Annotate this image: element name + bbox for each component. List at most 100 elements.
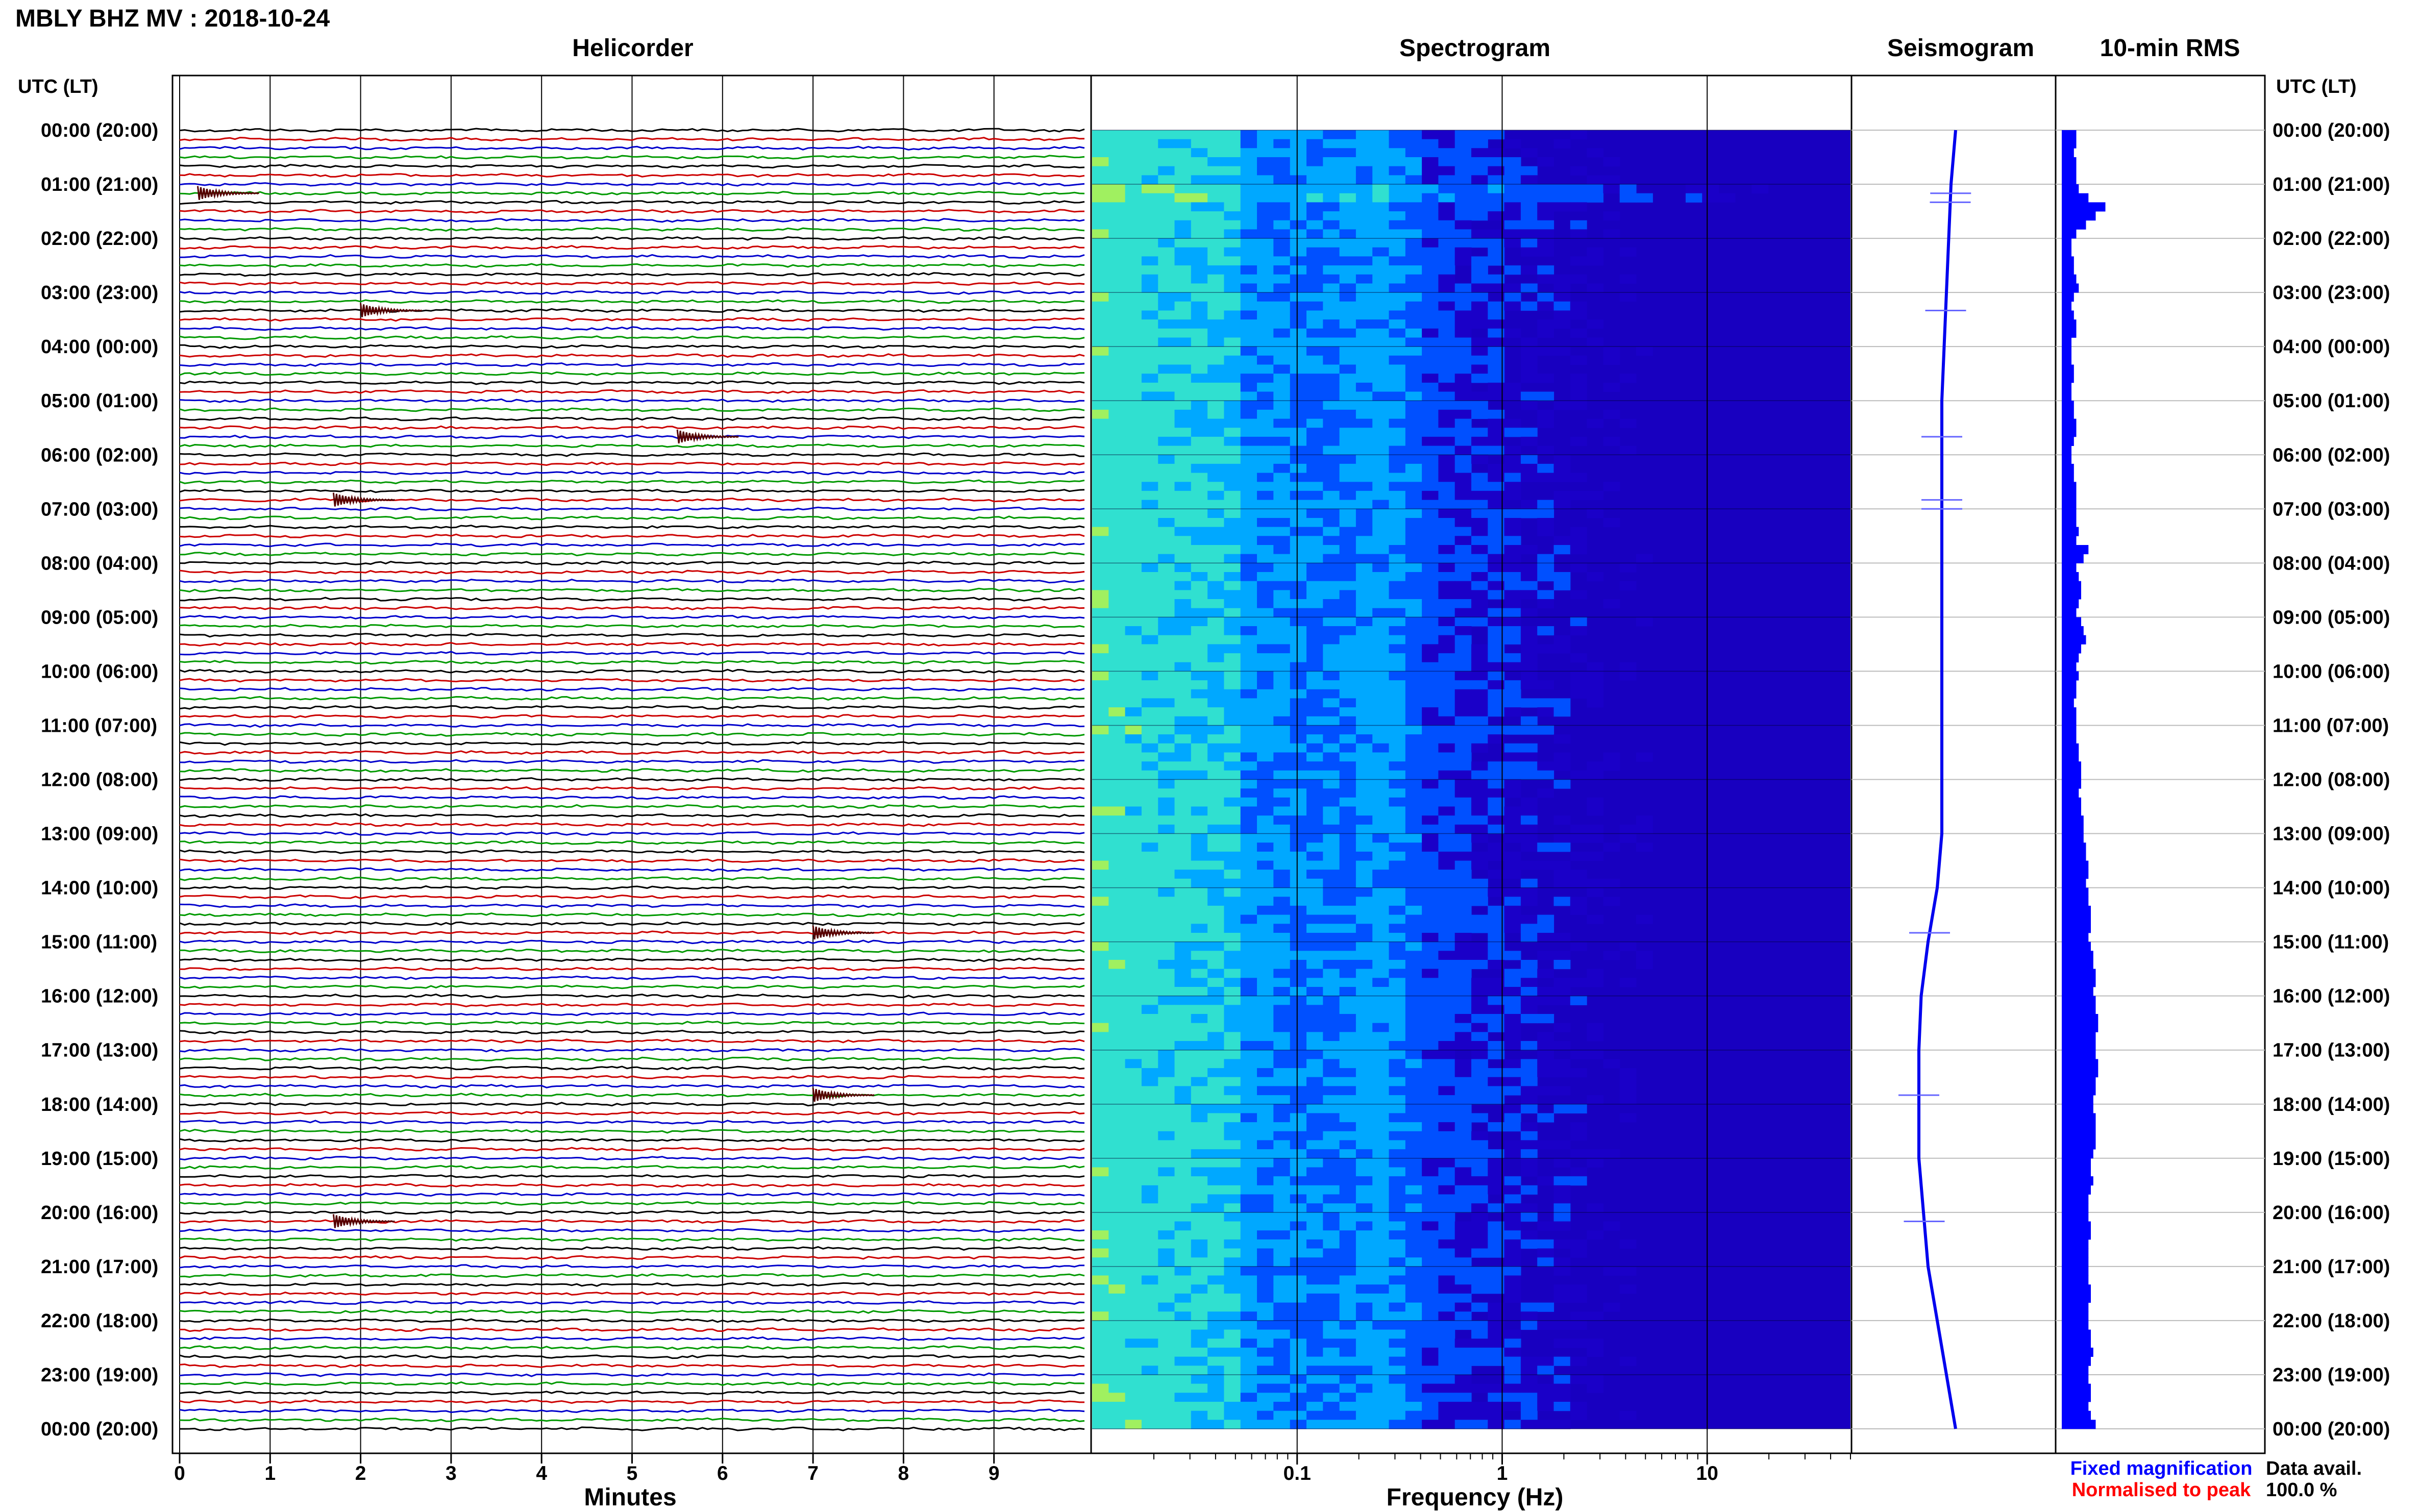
- spectrogram-cell: [1488, 130, 1505, 140]
- spectrogram-cell: [1587, 797, 1603, 807]
- spectrogram-cell: [1454, 1239, 1472, 1249]
- spectrogram-cell: [1323, 716, 1340, 726]
- spectrogram-cell: [1306, 1212, 1323, 1222]
- spectrogram-cell: [1207, 202, 1224, 212]
- spectrogram-cell: [1273, 797, 1291, 807]
- spectrogram-cell: [1537, 292, 1554, 302]
- rms-bar: [2062, 518, 2077, 528]
- spectrogram-cell: [1108, 978, 1126, 987]
- spectrogram-cell: [1553, 1023, 1571, 1032]
- spectrogram-cell: [1454, 797, 1472, 807]
- spectrogram-cell: [1158, 1023, 1175, 1032]
- spectrogram-cell: [1488, 1167, 1505, 1177]
- spectrogram-cell: [1323, 1212, 1340, 1222]
- spectrogram-cell: [1108, 1131, 1126, 1141]
- spectrogram-cell: [1158, 166, 1175, 176]
- spectrogram-cell: [1306, 716, 1323, 726]
- spectrogram-cell: [1174, 1095, 1192, 1105]
- spectrogram-cell: [1488, 1266, 1505, 1276]
- spectrogram-cell: [1240, 1302, 1257, 1312]
- spectrogram-cell: [1207, 689, 1224, 699]
- spectrogram-cell: [1570, 1375, 1587, 1384]
- spectrogram-cell: [1355, 283, 1373, 293]
- spectrogram-cell: [1372, 996, 1390, 1005]
- spectrogram-cell: [1553, 283, 1571, 293]
- spectrogram-cell: [1537, 220, 1554, 230]
- spectrogram-cell: [1438, 743, 1455, 753]
- spectrogram-cell: [1141, 1041, 1158, 1051]
- spectrogram-cell: [1454, 436, 1472, 447]
- rms-bar: [2062, 770, 2081, 780]
- spectrogram-cell: [1438, 851, 1455, 861]
- spectrogram-cell: [1636, 960, 1653, 970]
- spectrogram-cell: [1422, 428, 1439, 437]
- spectrogram-cell: [1323, 193, 1340, 203]
- spectrogram-cell: [1372, 1284, 1390, 1294]
- spectrogram-cell: [1422, 211, 1439, 221]
- spectrogram-cell: [1207, 536, 1224, 546]
- spectrogram-cell: [1224, 247, 1241, 257]
- spectrogram-cell: [1389, 238, 1406, 248]
- spectrogram-cell: [1306, 833, 1323, 843]
- spectrogram-cell: [1488, 815, 1505, 825]
- spectrogram-cell: [1108, 166, 1126, 176]
- spectrogram-cell: [1108, 815, 1126, 825]
- spectrogram-cell: [1125, 662, 1142, 672]
- spectrogram-cell: [1454, 355, 1472, 365]
- spectrogram-cell: [1372, 698, 1390, 708]
- spectrogram-cell: [1454, 1068, 1472, 1078]
- spectrogram-cell: [1372, 752, 1390, 762]
- spectrogram-cell: [1422, 1383, 1439, 1393]
- spectrogram-cell: [1619, 1095, 1637, 1105]
- spectrogram-cell: [1471, 428, 1488, 437]
- rms-bar: [2062, 256, 2074, 266]
- spectrogram-cell: [1290, 536, 1307, 546]
- spectrogram-cell: [1125, 743, 1142, 753]
- spectrogram-cell: [1339, 1077, 1356, 1086]
- spectrogram-cell: [1405, 536, 1422, 546]
- spectrogram-cell: [1323, 274, 1340, 284]
- spectrogram-cell: [1405, 157, 1422, 167]
- spectrogram-cell: [1636, 951, 1653, 960]
- spectrogram-cell: [1553, 960, 1571, 970]
- spectrogram-cell: [1355, 933, 1373, 943]
- spectrogram-cell: [1339, 139, 1356, 148]
- spectrogram-cell: [1471, 409, 1488, 419]
- spectrogram-cell: [1224, 960, 1241, 970]
- spectrogram-cell: [1257, 644, 1274, 654]
- rms-bar: [2062, 671, 2079, 681]
- spectrogram-cell: [1191, 1185, 1208, 1195]
- spectrogram-cell: [1389, 933, 1406, 943]
- spectrogram-cell: [1355, 274, 1373, 284]
- spectrogram-cell: [1520, 815, 1538, 825]
- spectrogram-cell: [1454, 608, 1472, 617]
- time-label-right: 21:00 (17:00): [2273, 1256, 2390, 1278]
- rms-bar: [2062, 978, 2096, 987]
- spectrogram-cell: [1306, 815, 1323, 825]
- spectrogram-cell: [1355, 653, 1373, 663]
- spectrogram-cell: [1537, 1050, 1554, 1059]
- spectrogram-cell: [1422, 707, 1439, 717]
- spectrogram-cell: [1587, 824, 1603, 834]
- rms-bar: [2062, 1302, 2089, 1312]
- spectrogram-cell: [1207, 391, 1224, 401]
- spectrogram-cell: [1339, 473, 1356, 482]
- spectrogram-cell: [1240, 274, 1257, 284]
- spectrogram-cell: [1273, 301, 1291, 311]
- spectrogram-cell: [1488, 842, 1505, 852]
- spectrogram-cell: [1240, 157, 1257, 167]
- spectrogram-cell: [1257, 1420, 1274, 1429]
- spectrogram-cell: [1207, 590, 1224, 600]
- spectrogram-cell: [1273, 689, 1291, 699]
- spectrogram-cell: [1537, 301, 1554, 311]
- spectrogram-cell: [1422, 933, 1439, 943]
- spectrogram-cell: [1422, 1248, 1439, 1258]
- spectrogram-cell: [1339, 662, 1356, 672]
- spectrogram-cell: [1355, 1302, 1373, 1312]
- spectrogram-cell: [1141, 779, 1158, 789]
- spectrogram-cell: [1520, 960, 1538, 970]
- spectrogram-cell: [1257, 797, 1274, 807]
- spectrogram-cell: [1537, 265, 1554, 275]
- spectrogram-cell: [1488, 1185, 1505, 1195]
- spectrogram-cell: [1273, 310, 1291, 320]
